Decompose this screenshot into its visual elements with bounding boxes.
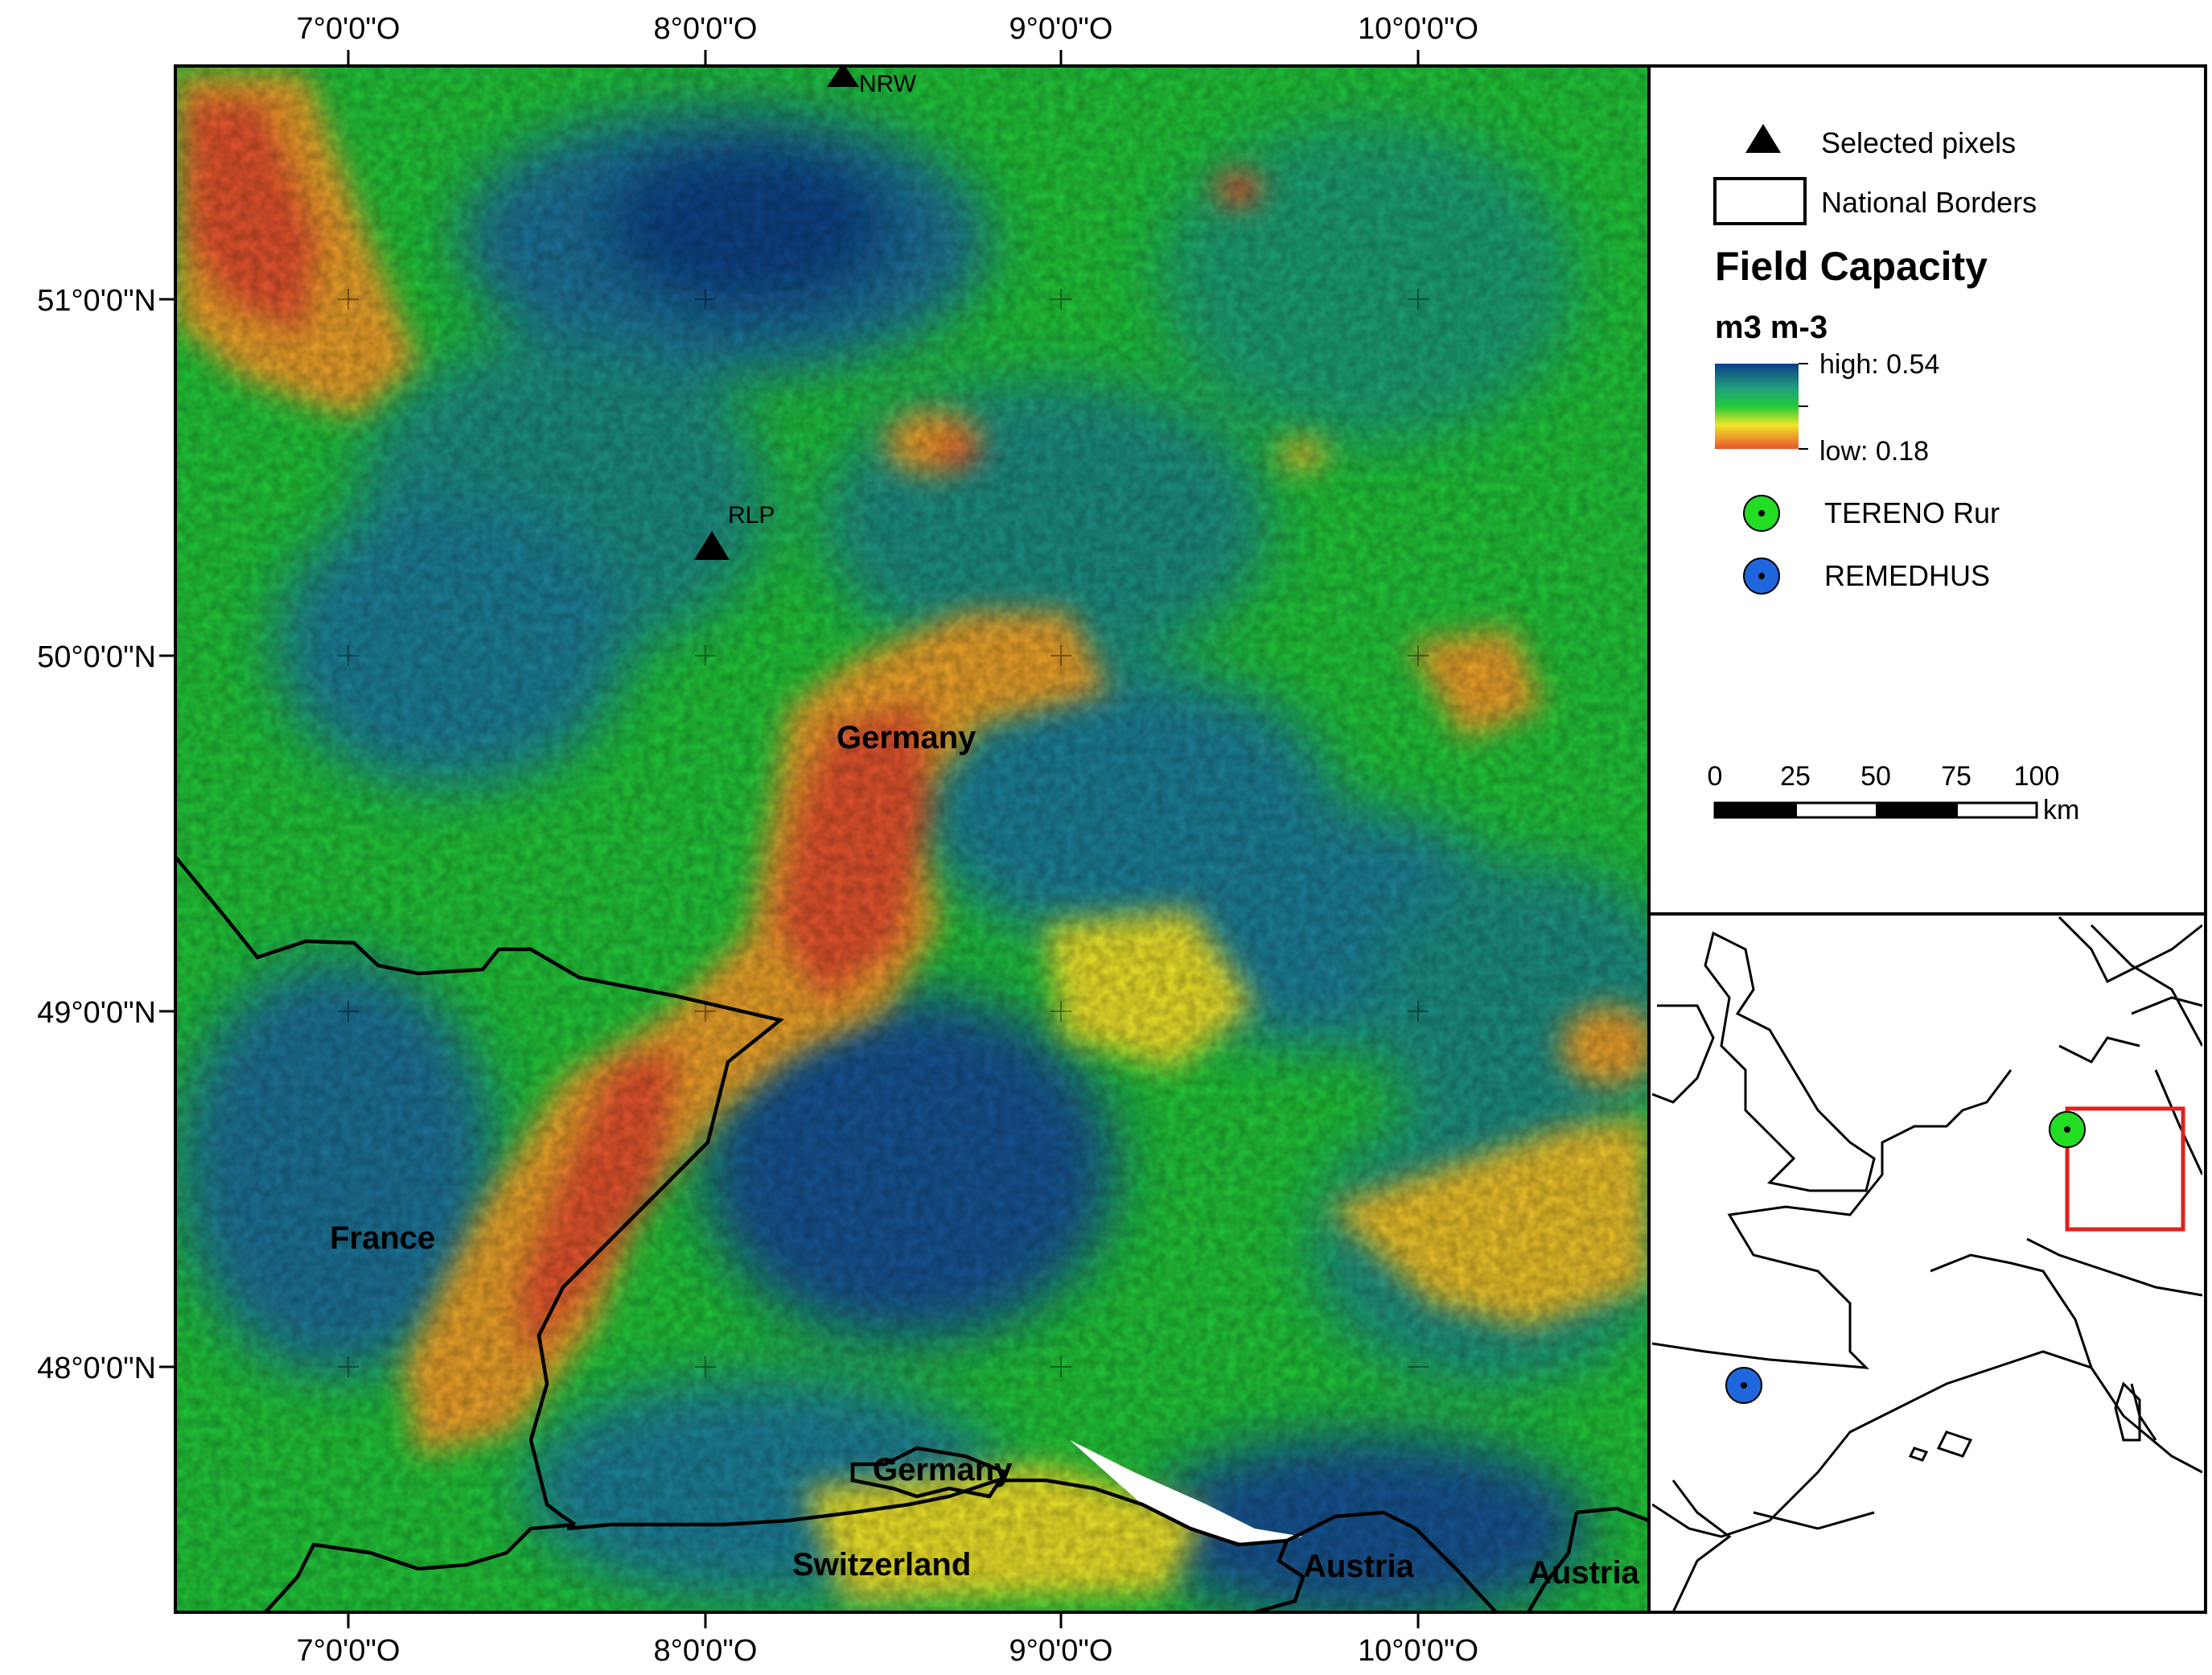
- scale-tick: 100: [2014, 761, 2060, 792]
- site-label-rlp: RLP: [728, 502, 775, 529]
- national-borders: [175, 855, 1649, 1612]
- inset-locator-map: [1647, 912, 2207, 1614]
- scale-tick: 50: [1860, 761, 1891, 792]
- lat-label: 49°0'0"N: [37, 996, 156, 1030]
- triangle-icon: [1745, 124, 1781, 153]
- study-area-box: [2065, 1106, 2185, 1232]
- border-swatch-icon: [1713, 177, 1807, 225]
- legend-selected-pixels: Selected pixels: [1821, 126, 2016, 159]
- site-label-nrw: NRW: [859, 71, 917, 97]
- lon-label-top: 7°0'0"O: [297, 12, 401, 46]
- legend-tereno: TERENO Rur: [1824, 496, 2000, 529]
- scale-tick: 25: [1780, 761, 1811, 792]
- country-label-switzerland: Switzerland: [792, 1547, 971, 1582]
- legend-panel: Selected pixels National Borders Field C…: [1647, 64, 2207, 916]
- lon-label-top: 9°0'0"O: [1009, 12, 1113, 46]
- country-label-france: France: [330, 1220, 435, 1256]
- lat-label: 48°0'0"N: [37, 1352, 156, 1385]
- color-ramp: [1715, 364, 1799, 449]
- scale-unit: km: [2043, 795, 2079, 825]
- legend-title: Field Capacity: [1715, 244, 1988, 289]
- field-capacity-raster: NRW RLP Germany France Germany Switzerla…: [175, 66, 1649, 1612]
- selected-pixel-marker: [694, 531, 730, 560]
- scale-tick: 0: [1708, 761, 1723, 792]
- scale-tick: 75: [1941, 761, 1971, 792]
- legend-low-label: low: 0.18: [1819, 436, 1929, 467]
- lon-label-bottom: 8°0'0"O: [654, 1634, 758, 1668]
- legend-unit: m3 m-3: [1715, 310, 1828, 345]
- graticule: [338, 289, 1429, 1377]
- country-label-germany-south: Germany: [873, 1452, 1013, 1488]
- lake-constance: [1070, 1440, 1303, 1545]
- country-label-germany: Germany: [837, 720, 976, 755]
- legend-high-label: high: 0.54: [1819, 349, 1939, 380]
- lon-label-bottom: 10°0'0"O: [1358, 1634, 1478, 1668]
- legend-remedhus: REMEDHUS: [1824, 559, 1990, 592]
- lon-label-top: 8°0'0"O: [654, 12, 758, 46]
- country-label-austria-east: Austria: [1528, 1555, 1640, 1591]
- lat-label: 51°0'0"N: [37, 284, 156, 318]
- country-label-austria: Austria: [1303, 1549, 1415, 1584]
- selected-pixel-marker: [827, 66, 859, 87]
- lon-label-bottom: 7°0'0"O: [297, 1634, 401, 1668]
- lat-label: 50°0'0"N: [37, 640, 156, 674]
- lon-label-bottom: 9°0'0"O: [1009, 1634, 1113, 1668]
- lon-label-top: 10°0'0"O: [1358, 12, 1478, 46]
- legend-national-borders: National Borders: [1821, 186, 2037, 219]
- scale-bar: 0 25 50 75 100 km: [1708, 761, 2080, 825]
